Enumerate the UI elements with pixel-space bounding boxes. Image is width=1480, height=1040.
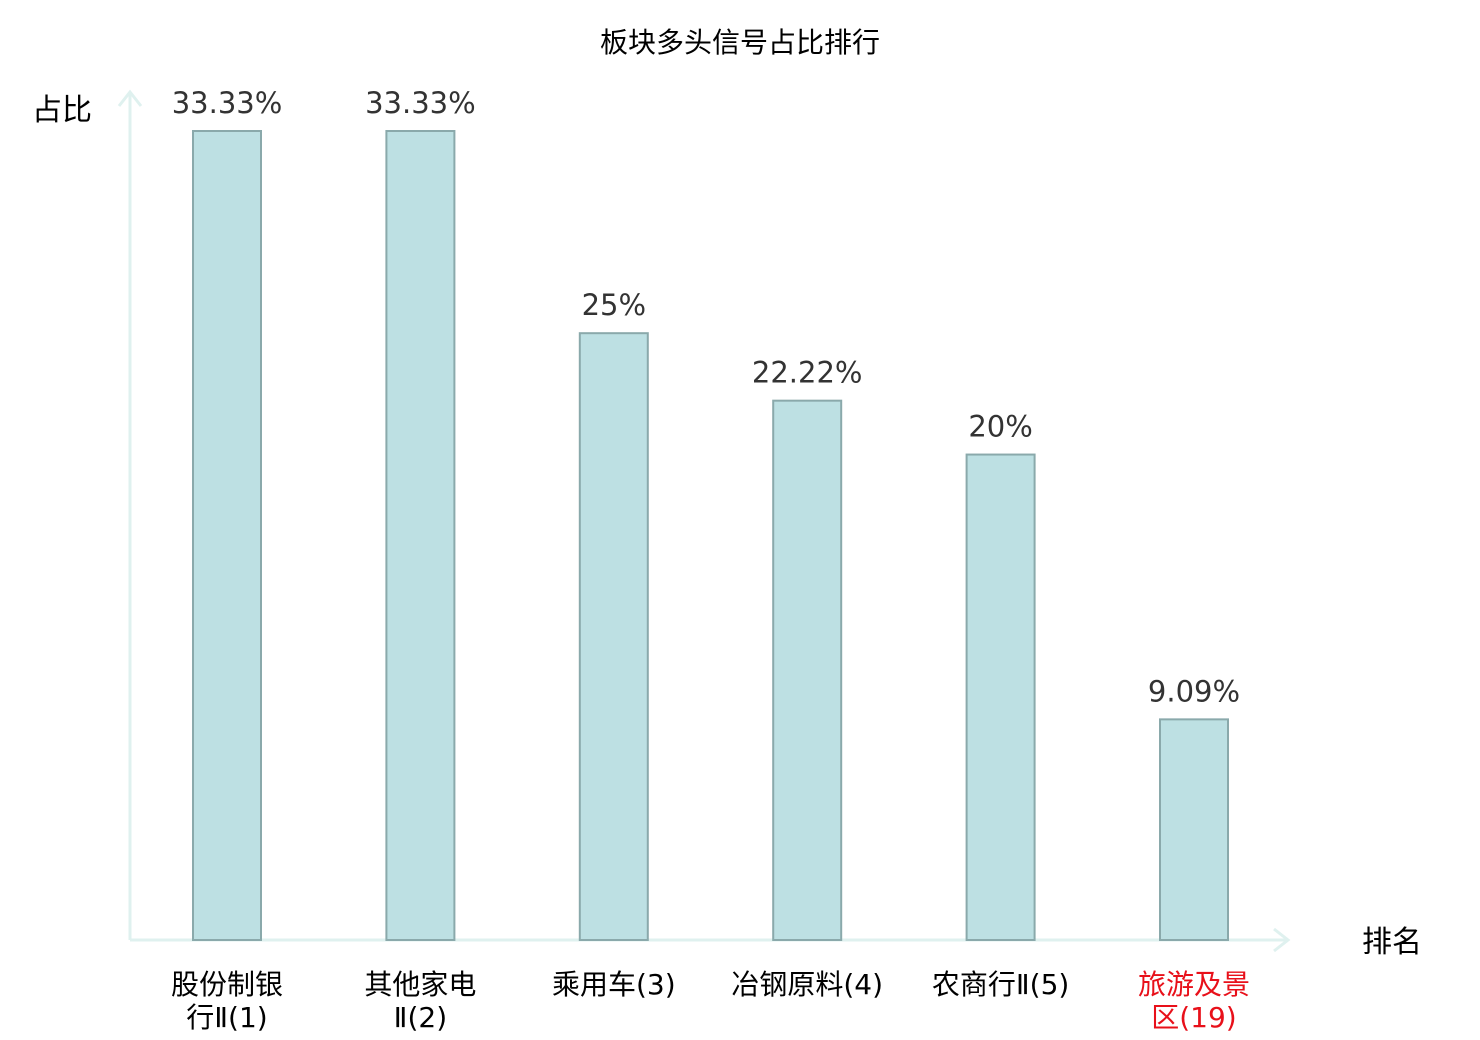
- y-axis-arrow: [117, 89, 143, 107]
- bar-3: [578, 332, 649, 941]
- x-tick-label-4: 冶钢原料(4): [731, 968, 883, 1001]
- bars-group: 33.33% 股份制银行Ⅱ(1) 33.33% 其他家电 Ⅱ(2) 25% 乘用车(3) 22…: [171, 86, 1250, 1034]
- value-label-6: 9.09%: [1148, 674, 1240, 708]
- x-tick-label-2: 其他家电 Ⅱ(2): [364, 968, 476, 1034]
- bar-4: [772, 399, 843, 941]
- value-label-3: 25%: [582, 288, 646, 322]
- value-label-5: 20%: [968, 410, 1032, 444]
- x-axis-arrow: [1273, 927, 1291, 953]
- x-tick-label-5: 农商行Ⅱ(5): [932, 968, 1069, 1001]
- bar-5: [965, 453, 1036, 941]
- bar-2: [385, 130, 456, 941]
- x-tick-label-6: 旅游及景区(19): [1138, 968, 1250, 1034]
- bar-1: [192, 130, 262, 941]
- chart-title: 板块多头信号占比排行: [600, 26, 880, 59]
- x-tick-label-3: 乘用车(3): [552, 968, 676, 1001]
- x-tick-label-1: 股份制银行Ⅱ(1): [171, 968, 283, 1034]
- value-label-1: 33.33%: [172, 86, 283, 120]
- bar-6: [1159, 718, 1229, 942]
- value-label-2: 33.33%: [365, 86, 476, 120]
- y-axis-label: 占比: [32, 93, 92, 128]
- x-axis-label: 排名: [1362, 925, 1422, 960]
- value-label-4: 22.22%: [752, 356, 863, 390]
